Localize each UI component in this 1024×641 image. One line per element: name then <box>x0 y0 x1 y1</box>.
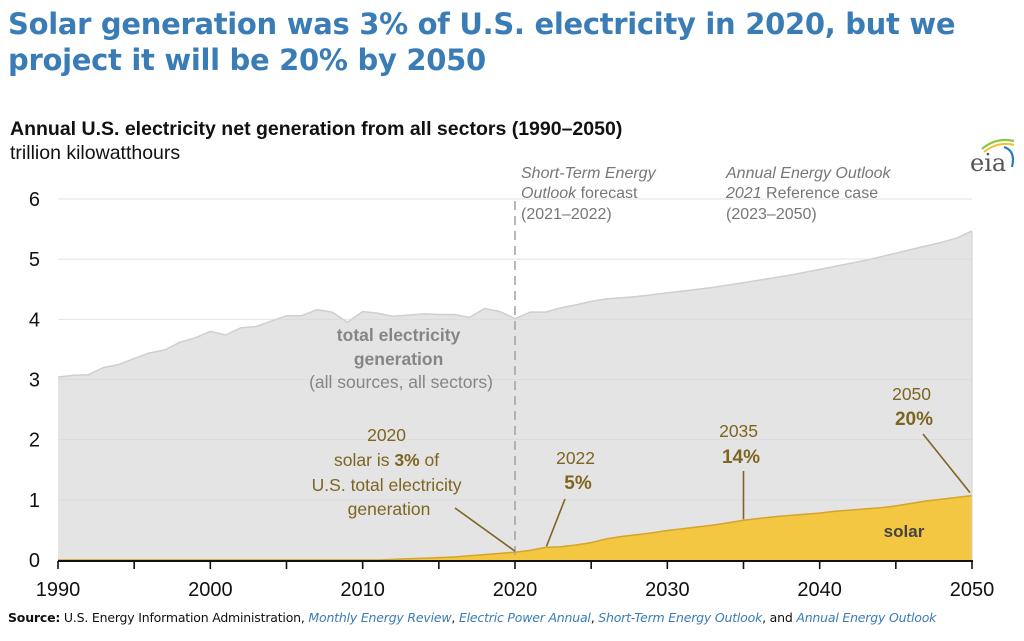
logo-swoosh-blue <box>1003 145 1015 168</box>
link-short-term-energy-outlook[interactable]: Short-Term Energy Outlook <box>598 610 763 625</box>
y-tick-label-4: 4 <box>29 309 40 331</box>
annotation-2035: 2035 14% <box>719 421 763 468</box>
logo-text: eia <box>970 149 1006 177</box>
gridlines <box>58 198 972 501</box>
solar-series-label: solar <box>884 522 925 541</box>
x-tick-label-2000: 2000 <box>188 579 233 601</box>
y-tick-label-3: 3 <box>29 370 40 392</box>
x-tick-label-2030: 2030 <box>645 579 690 601</box>
x-tick-label-2050: 2050 <box>950 579 995 601</box>
period-label-steo: Short-Term Energy Outlook forecast (2021… <box>521 165 660 223</box>
y-tick-label-2: 2 <box>29 430 40 452</box>
annotation-leader-lines <box>454 433 971 552</box>
link-annual-energy-outlook[interactable]: Annual Energy Outlook <box>796 610 937 625</box>
y-tick-label-1: 1 <box>29 490 40 512</box>
link-monthly-energy-review[interactable]: Monthly Energy Review <box>308 610 452 625</box>
total-generation-line <box>57 230 973 378</box>
total-generation-label: total electricity generation (all source… <box>309 325 493 392</box>
annotation-2020: 2020 solar is 3% of U.S. total electrici… <box>312 425 467 519</box>
y-axis-units: trillion kilowatthours <box>10 142 181 164</box>
y-tick-label-5: 5 <box>29 249 40 271</box>
period-label-aeo: Annual Energy Outlook 2021 Reference cas… <box>725 165 895 223</box>
logo-swoosh-green <box>981 138 1015 150</box>
annotation-2022: 2022 5% <box>556 448 600 494</box>
x-tick-label-2010: 2010 <box>340 579 385 601</box>
y-tick-label-0: 0 <box>29 550 40 572</box>
leader-2050 <box>922 433 971 494</box>
source-label: Source: <box>8 610 61 625</box>
solar-area <box>58 495 972 560</box>
annotation-2050: 2050 20% <box>892 384 936 430</box>
leader-2020 <box>454 507 516 552</box>
headline: Solar generation was 3% of U.S. electric… <box>8 7 956 77</box>
y-tick-label-6: 6 <box>29 189 40 211</box>
axes <box>57 560 973 569</box>
x-tick-label-2040: 2040 <box>797 579 842 601</box>
link-electric-power-annual[interactable]: Electric Power Annual <box>458 610 591 625</box>
x-tick-label-1990: 1990 <box>36 579 81 601</box>
chart-title: Annual U.S. electricity net generation f… <box>10 118 623 140</box>
x-tick-label-2020: 2020 <box>493 579 538 601</box>
tick-labels: 1990 2000 2010 2020 2030 2040 2050 0 1 2 3 4 5 6 <box>29 189 994 601</box>
eia-logo-icon: eia <box>970 138 1015 177</box>
logo-swoosh-yellow <box>983 142 1015 153</box>
source-text: U.S. Energy Information Administration, <box>63 610 305 625</box>
leader-2022 <box>545 498 566 547</box>
source-note: Source: U.S. Energy Information Administ… <box>8 610 937 625</box>
